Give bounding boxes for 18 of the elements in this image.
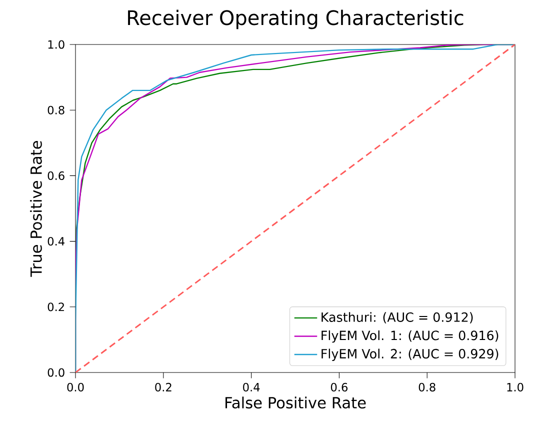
legend-label: FlyEM Vol. 2: (AUC = 0.929) <box>322 348 498 361</box>
y-axis-title: True Positive Rate <box>30 141 42 277</box>
legend-label: FlyEM Vol. 1: (AUC = 0.916) <box>322 330 498 343</box>
x-tick-label: 0.6 <box>330 382 348 392</box>
y-tick-label: 0.6 <box>48 171 64 180</box>
y-tick-label: 0.4 <box>48 237 64 246</box>
y-tick-label: 0.2 <box>48 302 64 312</box>
x-tick-label: 0.4 <box>243 382 260 392</box>
y-tick-label: 0.0 <box>48 368 64 377</box>
x-tick-label: 0.8 <box>418 382 436 392</box>
y-tick-label: 0.8 <box>48 106 64 114</box>
x-tick-label: 1.0 <box>507 382 524 392</box>
x-axis-title: False Positive Rate <box>226 396 366 408</box>
y-tick-label: 1.0 <box>48 40 64 49</box>
chart-title: Receiver Operating Characteristic <box>128 10 464 30</box>
legend-label: Kasthuri: (AUC = 0.912) <box>322 312 473 324</box>
x-tick-label: 0.2 <box>155 382 172 392</box>
x-tick-label: 0.0 <box>67 382 84 392</box>
